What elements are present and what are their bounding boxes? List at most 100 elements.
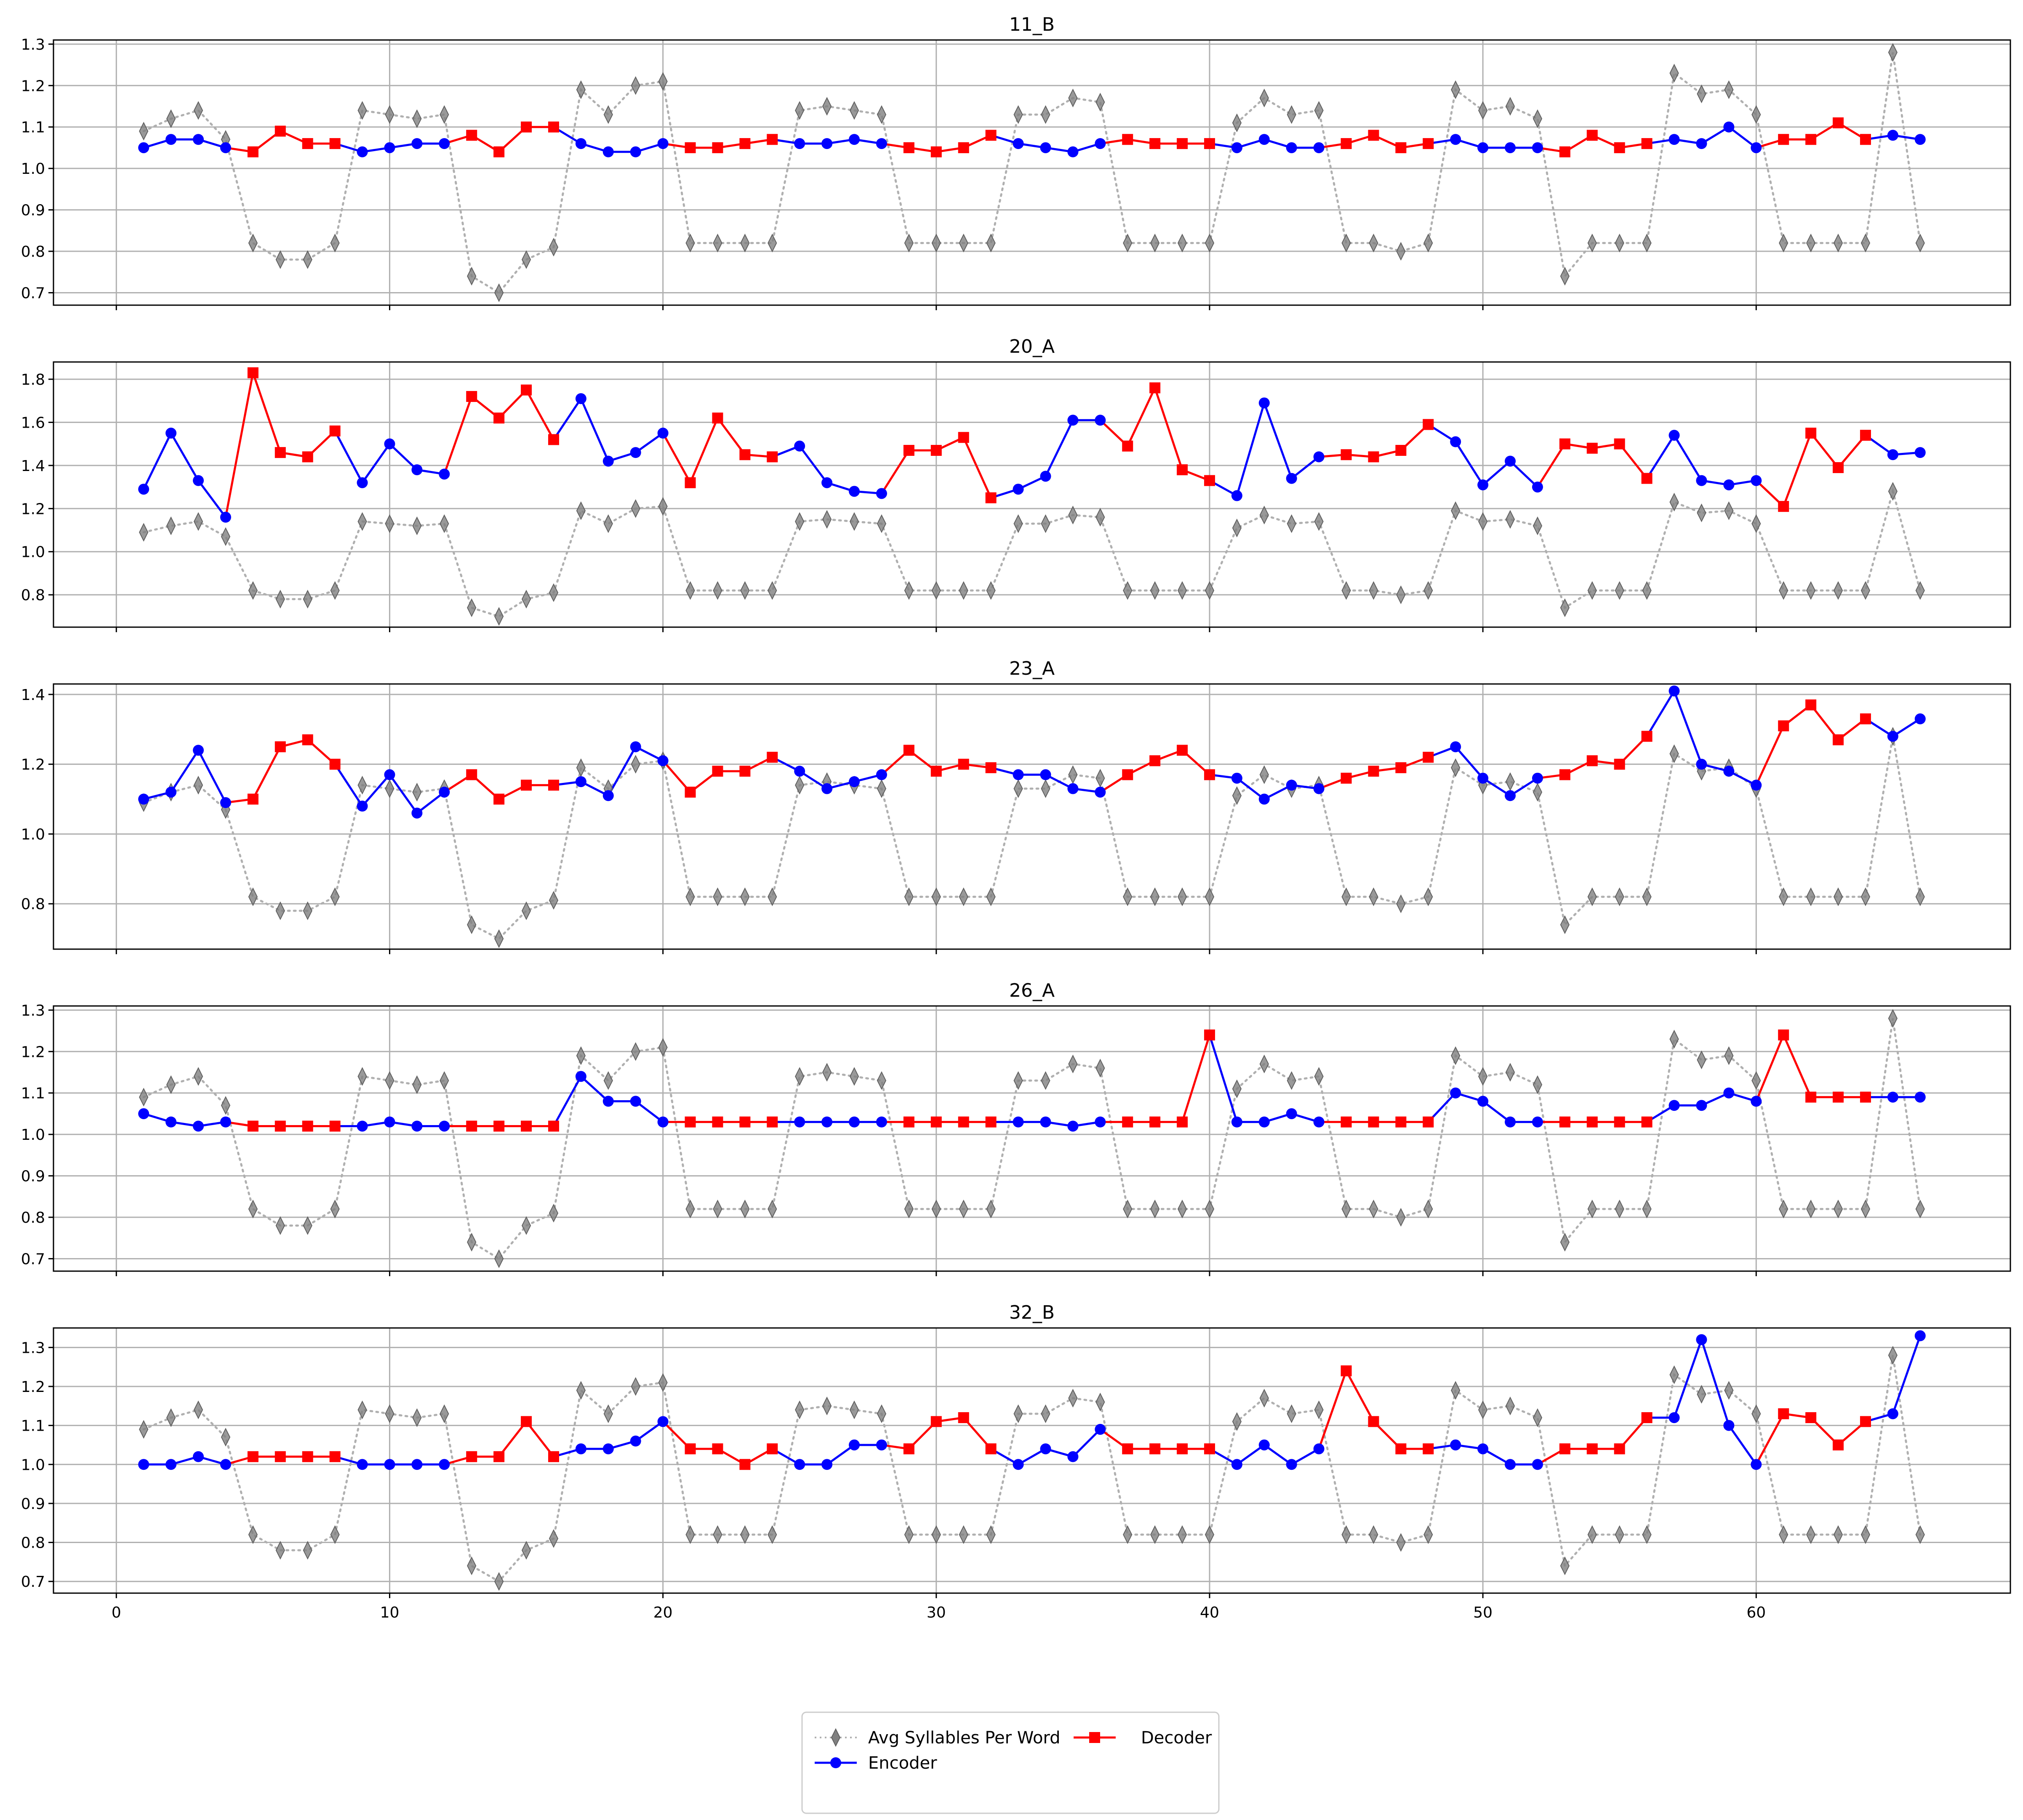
- avg-syllables-point: [1779, 1525, 1788, 1544]
- decoder-segment: [1782, 432, 1812, 508]
- encoder-point: [193, 745, 204, 756]
- decoder-point: [1614, 1116, 1625, 1128]
- encoder-segment: [1208, 1034, 1238, 1123]
- avg-syllables-point: [1724, 501, 1734, 520]
- avg-syllables-point: [1068, 88, 1078, 108]
- avg-syllables-point: [603, 1404, 613, 1424]
- encoder-segment: [388, 443, 418, 471]
- encoder-point: [1095, 1424, 1106, 1435]
- avg-syllables-point: [1123, 1200, 1133, 1219]
- encoder-segment: [552, 1075, 582, 1127]
- avg-syllables-point: [822, 1063, 832, 1082]
- decoder-point: [685, 477, 696, 488]
- avg-syllables-point: [248, 887, 258, 906]
- encoder-segment: [1454, 441, 1484, 486]
- encoder-point: [876, 769, 887, 780]
- avg-syllables-point: [1587, 1200, 1597, 1219]
- encoder-point: [1887, 1091, 1898, 1103]
- avg-syllables-point: [1259, 765, 1269, 784]
- avg-syllables-point: [1860, 234, 1871, 253]
- avg-syllables-point: [521, 1216, 531, 1235]
- decoder-point: [493, 412, 505, 424]
- avg-syllables-point: [1642, 581, 1652, 600]
- decoder-point: [767, 752, 778, 763]
- avg-syllables-point: [385, 779, 394, 798]
- decoder-point: [521, 1120, 532, 1132]
- avg-syllables-point: [1615, 1525, 1624, 1544]
- encoder-point: [1013, 769, 1024, 780]
- avg-syllables-point: [877, 1071, 887, 1090]
- avg-syllables-point: [412, 516, 422, 535]
- y-tick-label: 0.7: [21, 285, 45, 302]
- encoder-point: [1286, 780, 1297, 791]
- avg-syllables-point: [221, 1428, 231, 1447]
- encoder-point: [1532, 772, 1543, 784]
- avg-syllables-point: [1533, 782, 1543, 802]
- encoder-point: [1040, 769, 1051, 780]
- avg-syllables-point: [1123, 581, 1133, 600]
- avg-syllables-point: [685, 1525, 695, 1544]
- avg-syllables-point: [1095, 1392, 1105, 1412]
- encoder-point: [1887, 1408, 1898, 1419]
- decoder-point: [958, 1116, 969, 1128]
- avg-syllables-point: [1669, 64, 1679, 82]
- y-tick-label: 1.3: [21, 1339, 45, 1357]
- decoder-point: [247, 146, 259, 157]
- avg-syllables-line: [142, 1018, 1922, 1260]
- avg-syllables-point: [248, 581, 258, 600]
- decoder-point: [930, 1116, 942, 1128]
- avg-syllables-point: [1915, 234, 1925, 253]
- avg-syllables-point: [1150, 1525, 1160, 1544]
- avg-syllables-point: [1341, 887, 1351, 906]
- encoder-point: [357, 801, 368, 812]
- decoder-point: [739, 1116, 751, 1128]
- encoder-point: [165, 1459, 177, 1470]
- avg-syllables-point: [768, 1525, 777, 1544]
- encoder-point: [849, 776, 860, 788]
- encoder-segment: [634, 1420, 664, 1442]
- avg-syllables-point: [576, 758, 586, 777]
- avg-syllables-point: [603, 105, 613, 124]
- encoder-point: [411, 807, 423, 819]
- avg-syllables-point: [931, 234, 941, 253]
- avg-syllables-point: [1505, 510, 1515, 529]
- decoder-point: [767, 1443, 778, 1455]
- avg-syllables-point: [576, 501, 586, 520]
- avg-syllables-point: [139, 1088, 149, 1107]
- x-tick-label: 40: [1200, 1604, 1219, 1621]
- decoder-segment: [525, 389, 555, 441]
- avg-syllables-point: [166, 109, 176, 128]
- avg-syllables-point: [1369, 887, 1378, 906]
- encoder-segment: [1646, 434, 1676, 480]
- avg-syllables-point: [685, 1200, 695, 1219]
- avg-syllables-point: [1806, 1200, 1816, 1219]
- avg-syllables-point: [1478, 101, 1488, 120]
- decoder-point: [1204, 475, 1215, 486]
- encoder-point: [657, 428, 669, 439]
- avg-syllables-point: [658, 1038, 668, 1057]
- avg-syllables-point: [1806, 1525, 1816, 1544]
- decoder-point: [1860, 1091, 1871, 1103]
- encoder-point: [411, 1459, 423, 1470]
- avg-syllables-point: [1915, 1200, 1925, 1219]
- avg-syllables-point: [685, 234, 695, 253]
- avg-syllables-point: [822, 1397, 832, 1416]
- avg-syllables-point: [1587, 581, 1597, 600]
- decoder-point: [247, 367, 259, 378]
- encoder-point: [384, 1459, 395, 1470]
- decoder-point: [1368, 766, 1379, 777]
- decoder-point: [493, 146, 505, 157]
- avg-syllables-point: [658, 1373, 668, 1392]
- encoder-point: [1914, 713, 1926, 724]
- avg-syllables-point: [631, 755, 640, 774]
- encoder-point: [1040, 1116, 1051, 1128]
- decoder-point: [1341, 1365, 1352, 1376]
- avg-syllables-point: [1177, 234, 1187, 253]
- avg-syllables-point: [1041, 1071, 1050, 1090]
- decoder-point: [329, 1451, 341, 1462]
- encoder-point: [411, 464, 423, 476]
- encoder-segment: [1482, 1100, 1511, 1123]
- avg-syllables-point: [440, 1404, 449, 1424]
- avg-syllables-point: [385, 514, 394, 533]
- encoder-point: [1286, 1459, 1297, 1470]
